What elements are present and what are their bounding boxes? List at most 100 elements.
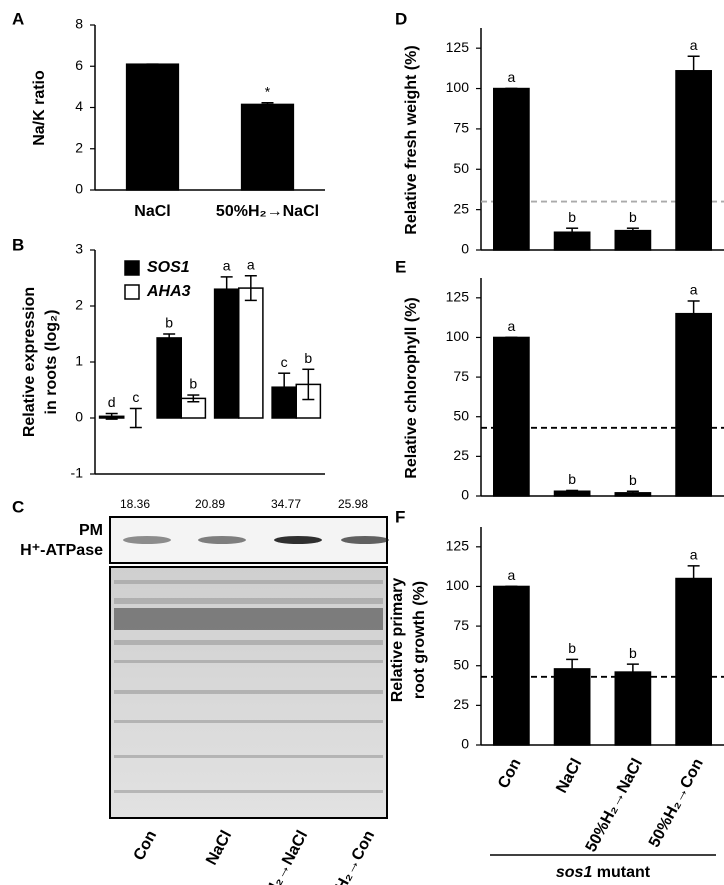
y-axis-label: root growth (%) [411, 581, 428, 699]
y-tick-label: 8 [75, 16, 83, 32]
error-bar [129, 407, 142, 429]
y-tick-label: 0 [461, 487, 469, 503]
densitometry-value: 20.89 [195, 497, 225, 511]
significance-letter: a [247, 256, 255, 272]
panel-label: B [12, 235, 24, 254]
significance-letter: c [281, 354, 288, 370]
x-tick-label: 50%H₂→NaCl [248, 828, 311, 885]
x-tick-label: NaCl [134, 203, 170, 220]
significance-letter: b [568, 640, 576, 656]
group-label: sos1 mutant [556, 864, 651, 881]
densitometry-value: 18.36 [120, 497, 150, 511]
significance-letter: b [629, 209, 637, 225]
error-bar [626, 663, 639, 681]
band-label: H⁺-ATPase [20, 542, 103, 559]
band-label: PM [79, 522, 103, 539]
error-bar [566, 658, 579, 680]
significance-letter: d [108, 394, 116, 410]
significance-letter: b [189, 376, 197, 392]
error-bar [163, 333, 176, 343]
blot-band [274, 536, 322, 544]
y-axis-label: Relative expression [21, 287, 38, 437]
significance-letter: a [507, 318, 515, 334]
y-tick-label: 2 [75, 139, 83, 155]
x-tick-label: Con [131, 828, 161, 863]
group-label-strain: sos1 [556, 864, 593, 881]
y-tick-label: 0 [75, 409, 83, 425]
y-axis-label: in roots (log₂) [43, 310, 60, 415]
y-tick-label: -1 [71, 465, 84, 481]
blot-band [198, 536, 246, 544]
blot-band [123, 536, 171, 544]
bar [675, 577, 712, 746]
bar [493, 87, 530, 251]
y-tick-label: 25 [453, 200, 469, 216]
significance-letter: * [265, 83, 271, 99]
bar [675, 312, 712, 497]
densitometry-value: 34.77 [271, 497, 301, 511]
error-bar [278, 372, 291, 402]
bar [213, 288, 240, 419]
x-tick-label: Con [495, 756, 525, 791]
y-axis-label: Relative fresh weight (%) [403, 45, 420, 234]
error-bar [244, 275, 257, 302]
y-tick-label: 25 [453, 447, 469, 463]
y-tick-label: 100 [446, 328, 470, 344]
x-tick-label: 50%H₂→Con [317, 828, 378, 885]
y-tick-label: 6 [75, 57, 83, 73]
y-tick-label: 25 [453, 696, 469, 712]
significance-letter: c [132, 389, 139, 405]
x-tick-label: NaCl [553, 756, 585, 796]
x-tick-label: NaCl [203, 828, 235, 868]
significance-letter: b [568, 471, 576, 487]
legend-label: AHA3 [146, 283, 191, 300]
y-tick-label: 75 [453, 368, 469, 384]
legend-swatch [124, 260, 140, 276]
legend-swatch [124, 284, 140, 300]
blot-band [341, 536, 389, 544]
legend-label: SOS1 [147, 259, 190, 276]
bar [493, 336, 530, 497]
x-tick-label: 50%H₂→NaCl [216, 203, 319, 220]
error-bar [261, 102, 274, 107]
significance-letter: b [304, 350, 312, 366]
y-tick-label: 125 [446, 289, 470, 305]
panel-label: C [12, 497, 24, 516]
y-tick-label: 2 [75, 297, 83, 313]
bar [271, 386, 298, 419]
error-bar [626, 490, 639, 496]
significance-letter: a [223, 258, 231, 274]
significance-letter: a [507, 567, 515, 583]
significance-letter: b [629, 645, 637, 661]
error-bar [626, 227, 639, 234]
significance-letter: a [690, 37, 698, 53]
error-bar [220, 276, 233, 303]
error-bar [687, 300, 700, 328]
y-axis-label: Relative chlorophyll (%) [403, 297, 420, 478]
error-bar [105, 412, 118, 420]
significance-letter: a [690, 547, 698, 563]
y-tick-label: 75 [453, 617, 469, 633]
y-tick-label: 4 [75, 98, 83, 114]
densitometry-value: 25.98 [338, 497, 368, 511]
y-tick-label: 1 [75, 353, 83, 369]
error-bar [302, 368, 315, 401]
panel-label: D [395, 9, 407, 28]
significance-letter: a [690, 282, 698, 298]
error-bar [187, 394, 200, 403]
y-tick-label: 0 [461, 736, 469, 752]
bar [238, 287, 264, 419]
y-tick-label: 0 [461, 241, 469, 257]
y-tick-label: 3 [75, 241, 83, 257]
panel-label: A [12, 9, 24, 28]
bar [614, 671, 652, 746]
significance-letter: a [507, 69, 515, 85]
blot-frame [109, 516, 388, 564]
x-tick-label: 50%H₂→Con [646, 756, 707, 850]
bar [156, 337, 183, 419]
bar [240, 103, 295, 191]
y-axis-label: Relative primary [389, 578, 406, 703]
y-tick-label: 50 [453, 656, 469, 672]
